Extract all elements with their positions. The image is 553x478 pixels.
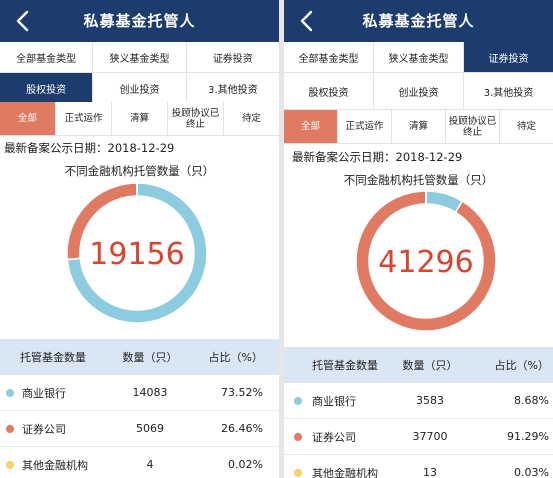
tab-securities-investment[interactable]: 证券投资	[464, 42, 553, 72]
status-tab-liquidation[interactable]: 清算	[112, 102, 168, 135]
row-share: 26.46%	[221, 422, 263, 435]
legend-dot-securities	[6, 424, 14, 433]
row-share: 91.29%	[507, 430, 549, 443]
status-tab-operating[interactable]: 正式运作	[338, 110, 392, 143]
app-header: 私募基金托管人	[284, 0, 553, 42]
legend-dot-other	[6, 460, 14, 469]
row-share: 0.02%	[228, 458, 263, 471]
row-name: 证券公司	[312, 430, 356, 444]
page-title: 私募基金托管人	[83, 12, 196, 30]
table-row: 证券公司 37700 91.29%	[284, 419, 553, 455]
table-header: 托管基金数量 数量（只） 占比（%）	[284, 347, 553, 383]
chart-title: 不同金融机构托管数量（只）	[64, 164, 215, 178]
status-tab-terminated[interactable]: 投顾协议已终止	[168, 102, 224, 135]
status-tab-all[interactable]: 全部	[284, 110, 338, 143]
legend-dot-bank	[294, 396, 302, 405]
legend-dot-bank	[6, 388, 14, 397]
donut-slice-bank	[66, 182, 208, 324]
row-share: 8.68%	[514, 394, 549, 407]
custody-donut-chart: 19156	[66, 182, 208, 324]
row-name: 其他金融机构	[312, 466, 378, 478]
row-name: 商业银行	[22, 386, 66, 400]
table-row: 其他金融机构 13 0.03%	[284, 455, 553, 478]
screen-securities: 私募基金托管人 全部基金类型 狭义基金类型 证券投资 股权投资 创业投资 3.其…	[284, 0, 553, 478]
col-header-type: 托管基金数量	[312, 359, 378, 372]
row-count: 4	[146, 458, 154, 471]
tab-venture-investment[interactable]: 创业投资	[93, 73, 187, 103]
back-arrow-icon[interactable]	[14, 9, 32, 33]
status-tab-pending[interactable]: 待定	[241, 113, 261, 124]
row-name: 证券公司	[22, 422, 66, 436]
status-tabs: 全部 正式运作 清算 投顾协议已终止 待定	[284, 110, 553, 144]
fund-type-tabs-2: 股权投资 创业投资 3.其他投资	[0, 73, 279, 104]
tab-securities-investment[interactable]: 证券投资	[212, 53, 253, 65]
chart-title: 不同金融机构托管数量（只）	[343, 173, 494, 187]
table-row: 其他金融机构 4 0.02%	[0, 447, 279, 478]
screen-equity: 私募基金托管人 全部基金类型 狭义基金类型 证券投资 股权投资 创业投资 3.其…	[0, 0, 279, 478]
page-title: 私募基金托管人	[362, 12, 475, 30]
row-share: 73.52%	[221, 386, 263, 399]
filing-date: 最新备案公示日期：2018-12-29	[4, 141, 175, 155]
row-count: 13	[423, 466, 437, 478]
row-name: 其他金融机构	[22, 458, 88, 472]
total-count: 41296	[378, 245, 473, 280]
filing-date: 最新备案公示日期：2018-12-29	[292, 150, 463, 164]
tab-equity-investment[interactable]: 股权投资	[0, 73, 94, 103]
tab-equity-investment[interactable]: 股权投资	[284, 73, 374, 109]
status-tab-terminated[interactable]: 投顾协议已终止	[446, 110, 500, 143]
row-count: 37700	[412, 430, 448, 443]
tab-all-fund-types[interactable]: 全部基金类型	[284, 42, 374, 72]
col-header-count: 数量（只）	[122, 351, 178, 364]
table-row: 商业银行 3583 8.68%	[284, 383, 553, 419]
status-tab-liquidation[interactable]: 清算	[392, 110, 446, 143]
donut-slice-securities	[355, 190, 497, 332]
tab-venture-investment[interactable]: 创业投资	[374, 73, 464, 109]
status-tab-all[interactable]: 全部	[0, 102, 56, 135]
table-row: 证券公司 5069 26.46%	[0, 411, 279, 447]
back-arrow-icon[interactable]	[298, 9, 316, 33]
row-share: 0.03%	[514, 466, 549, 478]
col-header-type: 托管基金数量	[20, 351, 86, 364]
col-header-count: 数量（只）	[402, 359, 458, 372]
col-header-share: 占比（%）	[494, 359, 549, 372]
total-count: 19156	[89, 237, 184, 272]
tab-all-fund-types[interactable]: 全部基金类型	[0, 42, 94, 72]
legend-dot-other	[294, 468, 302, 477]
row-name: 商业银行	[312, 394, 356, 408]
col-header-share: 占比（%）	[208, 351, 263, 364]
status-tab-operating[interactable]: 正式运作	[56, 102, 112, 135]
row-count: 5069	[136, 422, 164, 435]
custody-donut-chart: 41296	[355, 190, 497, 332]
fund-type-tabs-2: 股权投资 创业投资 3.其他投资	[284, 73, 553, 110]
fund-type-tabs: 全部基金类型 狭义基金类型 证券投资	[0, 42, 279, 73]
table-header: 托管基金数量 数量（只） 占比（%）	[0, 339, 279, 375]
tab-narrow-fund-types[interactable]: 狭义基金类型	[93, 42, 187, 72]
tab-narrow-fund-types[interactable]: 狭义基金类型	[374, 42, 464, 72]
legend-dot-securities	[294, 432, 302, 441]
screen-divider	[279, 0, 284, 478]
app-header: 私募基金托管人	[0, 0, 279, 42]
tab-other-investment[interactable]: 3.其他投资	[483, 87, 534, 99]
status-tab-pending[interactable]: 待定	[516, 121, 536, 132]
row-count: 14083	[132, 386, 168, 399]
fund-type-tabs: 全部基金类型 狭义基金类型 证券投资	[284, 42, 553, 73]
row-count: 3583	[416, 394, 444, 407]
tab-other-investment[interactable]: 3.其他投资	[208, 84, 258, 96]
status-tabs: 全部 正式运作 清算 投顾协议已终止 待定	[0, 102, 279, 136]
table-row: 商业银行 14083 73.52%	[0, 375, 279, 411]
